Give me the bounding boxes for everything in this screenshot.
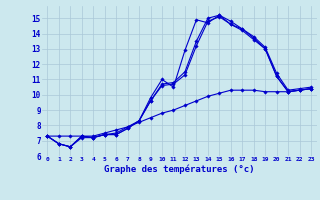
X-axis label: Graphe des températures (°c): Graphe des températures (°c) (104, 164, 254, 174)
